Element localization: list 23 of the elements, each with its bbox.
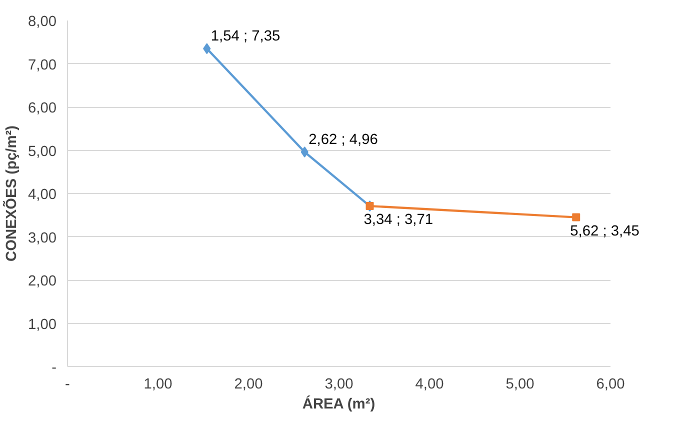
y-tick-label: 8,00 [28,14,57,30]
y-tick-label: 3,00 [28,230,57,246]
y-tick-label: 1,00 [28,316,57,333]
x-tick-label: 2,00 [234,376,263,392]
x-tick-label: 3,00 [324,376,354,392]
y-tick-label: 4,00 [28,187,57,203]
y-tick-label: 6,00 [28,100,57,116]
y-tick-label: 2,00 [28,274,57,290]
point [572,213,580,222]
x-axis-title: ÁREA (m²) [302,396,376,412]
x-tick-label: 1,00 [144,376,172,392]
y-tick-label: 7,00 [28,57,57,74]
y-tick-label: - [52,360,57,376]
y-tick-label: 5,00 [28,144,57,160]
data-label: 5,62 ; 3,45 [570,223,640,240]
x-tick-label: 4,00 [415,376,444,392]
data-label: 3,34 ; 3,71 [364,212,434,228]
x-tick-label: 6,00 [596,376,625,392]
data-label: 2,62 ; 4,96 [308,132,378,148]
y-axis-title: CONEXÕES (pç/m²) [2,125,20,262]
x-tick-label: 5,00 [506,376,534,392]
x-tick-label: - [65,376,70,392]
data-label: 1,54 ; 7,35 [210,28,280,45]
